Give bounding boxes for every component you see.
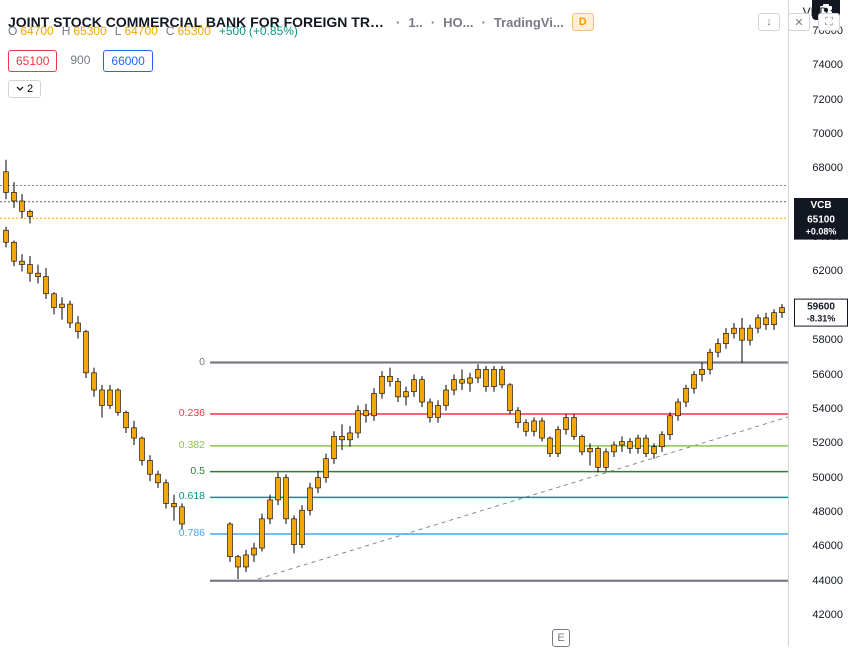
y-tick: 54000 <box>812 403 843 415</box>
y-axis[interactable]: 42000 44000 46000 48000 50000 52000 54000 56000… <box>788 0 848 646</box>
y-tick: 50000 <box>812 472 843 484</box>
y-tick: 42000 <box>812 609 843 621</box>
dot-2: · <box>431 15 435 30</box>
y-tick: 72000 <box>812 94 843 106</box>
exchange-label[interactable]: HO... <box>443 15 473 30</box>
fib-level-label: 0.236 <box>160 407 205 419</box>
ohlc-open: 64700 <box>20 24 53 38</box>
symbol-axis-label: VCB <box>794 198 848 214</box>
y-tick: 62000 <box>812 265 843 277</box>
ohlc-change-pct: (+0.85%) <box>249 24 298 38</box>
y-tick: 48000 <box>812 506 843 518</box>
ohlc-close: 65300 <box>178 24 211 38</box>
y-tick: 56000 <box>812 369 843 381</box>
fib-level-label: 0.618 <box>160 490 205 502</box>
y-tick: 46000 <box>812 540 843 552</box>
y-tick: 44000 <box>812 575 843 587</box>
dot-1: · <box>396 15 400 30</box>
indicator-collapse[interactable]: 2 <box>8 80 41 98</box>
timeframe-badge[interactable]: D <box>572 13 594 31</box>
ohlc-high: 65300 <box>73 24 106 38</box>
y-tick: 58000 <box>812 334 843 346</box>
y-tick: 74000 <box>812 59 843 71</box>
interval-label[interactable]: 1.. <box>408 15 422 30</box>
current-price-label: 65100+0.08% <box>794 213 848 240</box>
fib-level-label: 0.382 <box>160 439 205 451</box>
ohlc-bar: O64700 H65300 L64700 C65300 +500 (+0.85%… <box>8 24 298 38</box>
earnings-marker[interactable]: E <box>552 629 570 647</box>
close-icon[interactable]: ✕ <box>788 13 810 31</box>
y-tick: 70000 <box>812 128 843 140</box>
spread-box: 900 <box>63 50 97 72</box>
y-tick: 68000 <box>812 162 843 174</box>
ohlc-low: 64700 <box>124 24 157 38</box>
arrow-down-icon[interactable]: ↓ <box>758 13 780 31</box>
fib-level-label: 0.5 <box>160 465 205 477</box>
fib-level-label: 0 <box>160 356 205 368</box>
fib-level-label: 0.786 <box>160 527 205 539</box>
cursor-price-label: 59600-8.31% <box>794 298 848 327</box>
fullscreen-icon[interactable]: ⛶ <box>818 13 840 31</box>
bid-box[interactable]: 65100 <box>8 50 57 72</box>
chevron-down-icon <box>16 86 24 92</box>
y-tick: 52000 <box>812 437 843 449</box>
ohlc-change: +500 <box>219 24 246 38</box>
price-chart[interactable] <box>0 0 788 646</box>
ask-box[interactable]: 66000 <box>103 50 152 72</box>
brand-label: TradingVi... <box>494 15 564 30</box>
dot-3: · <box>482 15 486 30</box>
indicator-count: 2 <box>27 83 33 95</box>
